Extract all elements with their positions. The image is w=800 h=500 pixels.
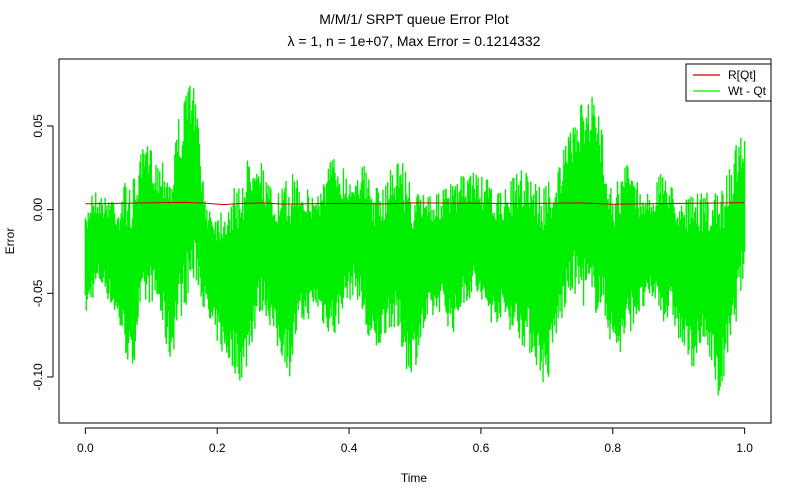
x-tick-label: 1.0 — [736, 441, 753, 455]
y-tick-label: -0.10 — [31, 363, 45, 391]
series-r-qt — [85, 201, 745, 206]
y-tick-label: -0.05 — [31, 279, 45, 307]
x-tick-label: 0.8 — [604, 441, 621, 455]
legend: R[Qt] Wt - Qt — [685, 63, 772, 102]
y-axis: -0.10 -0.05 0.00 0.05 — [31, 114, 54, 391]
x-axis-label: Time — [401, 471, 428, 485]
x-tick-label: 0.6 — [473, 441, 490, 455]
y-tick-label: 0.00 — [31, 198, 45, 222]
series-wt-qt — [84, 85, 746, 396]
plot-frame — [58, 58, 772, 424]
legend-label-wt-qt: Wt - Qt — [728, 84, 767, 98]
legend-box — [685, 63, 772, 102]
chart-subtitle: λ = 1, n = 1e+07, Max Error = 0.1214332 — [288, 33, 541, 49]
x-tick-label: 0.4 — [341, 441, 358, 455]
series-layer — [84, 85, 746, 396]
x-tick-label: 0.2 — [209, 441, 226, 455]
y-tick-label: 0.05 — [31, 114, 45, 138]
chart-title: M/M/1/ SRPT queue Error Plot — [319, 11, 509, 27]
y-axis-label: Error — [3, 228, 17, 255]
legend-label-r-qt: R[Qt] — [728, 68, 756, 82]
x-axis: 0.0 0.2 0.4 0.6 0.8 1.0 — [77, 427, 753, 455]
x-tick-label: 0.0 — [77, 441, 94, 455]
